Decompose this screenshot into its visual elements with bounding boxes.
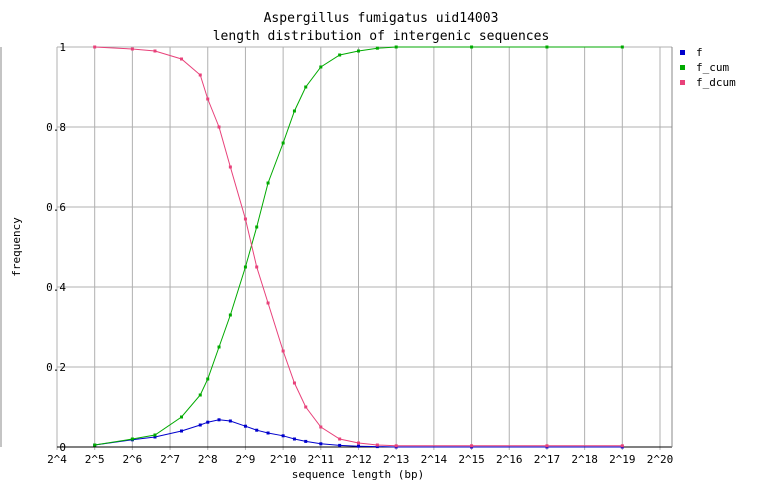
data-point [319, 425, 323, 429]
y-tick-label: 1 [59, 41, 66, 54]
data-point [93, 45, 97, 49]
x-tick-label: 2^10 [270, 453, 297, 466]
series-line [94, 46, 623, 447]
data-point [375, 46, 379, 50]
data-point [304, 85, 308, 89]
series-line [94, 46, 623, 446]
x-tick-label: 2^13 [383, 453, 410, 466]
y-axis-label: frequency [10, 217, 23, 277]
x-tick-label: 2^6 [122, 453, 142, 466]
data-point [292, 437, 296, 441]
data-point [357, 441, 360, 445]
data-point [153, 49, 157, 53]
data-point [319, 65, 323, 69]
data-point [338, 443, 342, 447]
chart-title: Aspergillus fumigatus uid14003 [264, 11, 499, 26]
data-point [180, 57, 184, 61]
data-point [470, 444, 474, 448]
data-point [198, 73, 202, 77]
x-tick-label: 2^7 [160, 453, 180, 466]
x-tick-label: 2^19 [609, 453, 636, 466]
data-point [153, 433, 157, 437]
data-point [338, 53, 342, 57]
data-point [292, 109, 296, 113]
chart-subtitle: length distribution of intergenic sequen… [213, 29, 550, 44]
data-point [281, 349, 285, 353]
data-point [180, 415, 184, 419]
x-tick-label: 2^20 [647, 453, 674, 466]
data-point [338, 437, 342, 441]
data-point [243, 217, 247, 221]
legend-label: f [696, 46, 703, 59]
data-point [304, 405, 308, 409]
data-point [217, 125, 221, 129]
data-point [130, 47, 134, 51]
x-tick-label: 2^17 [534, 453, 561, 466]
data-point [228, 313, 232, 317]
data-point [292, 381, 296, 385]
data-point [357, 444, 360, 448]
data-point [620, 444, 624, 448]
data-point [319, 442, 323, 446]
x-tick-label: 2^14 [421, 453, 448, 466]
data-point [281, 434, 285, 438]
series-line [94, 419, 623, 448]
data-point [266, 181, 270, 185]
x-tick-label: 2^8 [198, 453, 218, 466]
data-point [304, 439, 308, 443]
data-point [255, 225, 259, 229]
data-point [93, 443, 97, 447]
data-point [545, 45, 549, 49]
x-tick-label: 2^9 [236, 453, 256, 466]
data-point [375, 443, 379, 447]
data-point [198, 393, 202, 397]
data-point [281, 141, 285, 145]
data-point [130, 437, 134, 441]
x-tick-label: 2^11 [308, 453, 335, 466]
legend-marker [680, 65, 685, 70]
data-point [357, 49, 360, 53]
data-point [243, 265, 247, 269]
legend-marker [680, 50, 685, 55]
y-tick-label: 0.6 [46, 201, 66, 214]
data-point [153, 435, 157, 439]
data-point [206, 97, 210, 101]
data-point [243, 424, 247, 428]
y-tick-label: 0.2 [46, 361, 66, 374]
data-point [470, 45, 474, 49]
x-tick-label: 2^15 [458, 453, 485, 466]
data-point [394, 444, 398, 448]
data-point [217, 418, 221, 422]
data-point [375, 445, 379, 449]
data-point [217, 345, 221, 349]
x-tick-label: 2^5 [85, 453, 105, 466]
y-tick-label: 0.8 [46, 121, 66, 134]
data-point [545, 444, 549, 448]
data-point [228, 419, 232, 423]
x-tick-label: 2^12 [345, 453, 372, 466]
legend-marker [680, 80, 685, 85]
data-point [206, 420, 210, 424]
x-tick-label: 2^18 [571, 453, 598, 466]
data-point [255, 265, 259, 269]
data-point [228, 165, 232, 169]
x-tick-label: 2^16 [496, 453, 523, 466]
y-tick-label: 0.4 [46, 281, 66, 294]
data-point [198, 423, 202, 427]
data-point [394, 45, 398, 49]
data-point [620, 45, 624, 49]
data-point [180, 429, 184, 433]
data-point [206, 377, 210, 381]
legend-label: f_cum [696, 61, 729, 74]
data-point [266, 431, 270, 435]
data-point [255, 428, 259, 432]
data-point [266, 301, 270, 305]
x-axis-label: sequence length (bp) [292, 468, 424, 481]
x-tick-label: 2^4 [47, 453, 67, 466]
legend-label: f_dcum [696, 76, 736, 89]
